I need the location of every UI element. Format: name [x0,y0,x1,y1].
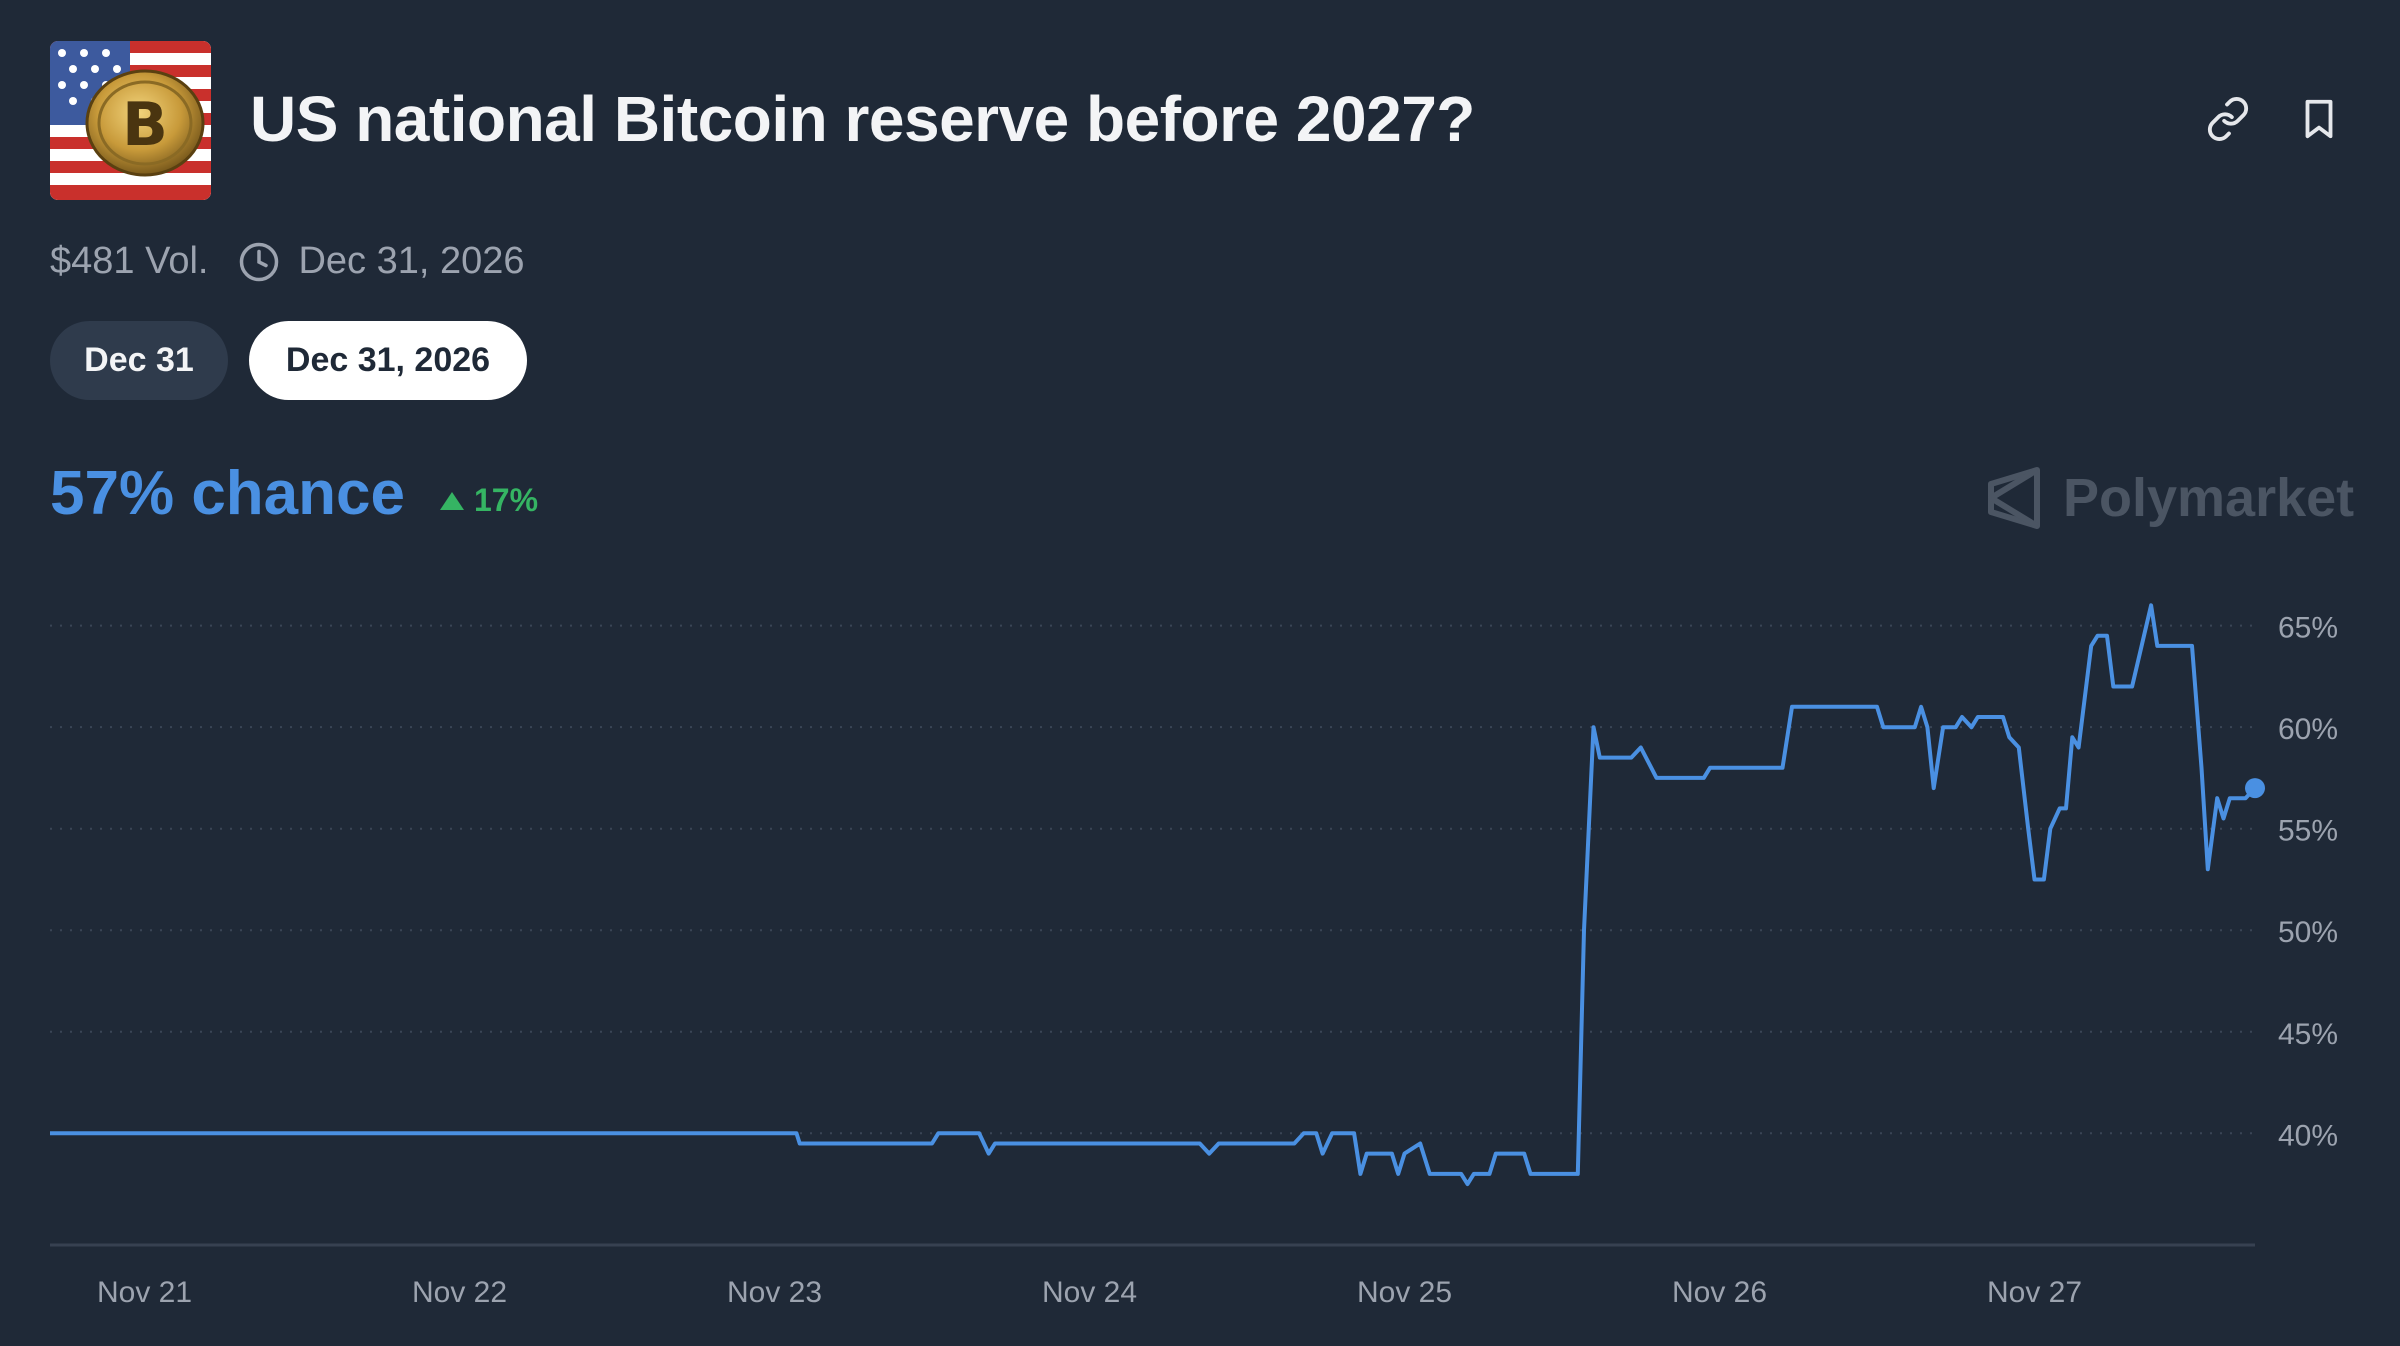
x-tick-label: Nov 23 [727,1276,822,1309]
x-tick-label: Nov 22 [412,1276,507,1309]
series-line [50,603,2257,1187]
volume-label: $481 Vol. [50,240,209,282]
x-tick-label: Nov 24 [1042,1276,1137,1309]
chance-value: 57% chance [50,459,405,528]
end-date-label: Dec 31, 2026 [298,240,525,282]
bookmark-icon[interactable] [2296,96,2342,142]
market-meta: $481 Vol. Dec 31, 2026 [50,240,525,283]
tab-dec-31[interactable]: Dec 31 [50,321,228,400]
market-title: US national Bitcoin reserve before 2027? [250,83,1475,155]
y-tick-label: 40% [2278,1119,2338,1152]
x-tick-label: Nov 21 [97,1276,192,1309]
bitcoin-flag-image-icon: B [50,41,211,200]
y-tick-label: 65% [2278,612,2338,645]
up-triangle-icon [440,491,464,510]
last-point-marker [2245,778,2265,799]
polymarket-brand: Polymarket [1985,466,2354,530]
y-tick-label: 45% [2278,1018,2338,1051]
clock-icon [238,241,280,283]
x-tick-label: Nov 27 [1987,1276,2082,1309]
svg-text:B: B [122,90,168,160]
y-tick-label: 50% [2278,916,2338,949]
chance-change: 17% [440,482,538,519]
y-tick-label: 55% [2278,815,2338,848]
x-tick-label: Nov 25 [1357,1276,1452,1309]
x-tick-label: Nov 26 [1672,1276,1767,1309]
change-value: 17% [474,482,539,518]
tab-dec-31-2026[interactable]: Dec 31, 2026 [249,321,527,400]
y-tick-label: 60% [2278,713,2338,746]
market-image: B [50,41,211,200]
link-icon[interactable] [2205,96,2251,142]
polymarket-logo-icon [1988,467,2040,529]
brand-name: Polymarket [2063,468,2355,528]
